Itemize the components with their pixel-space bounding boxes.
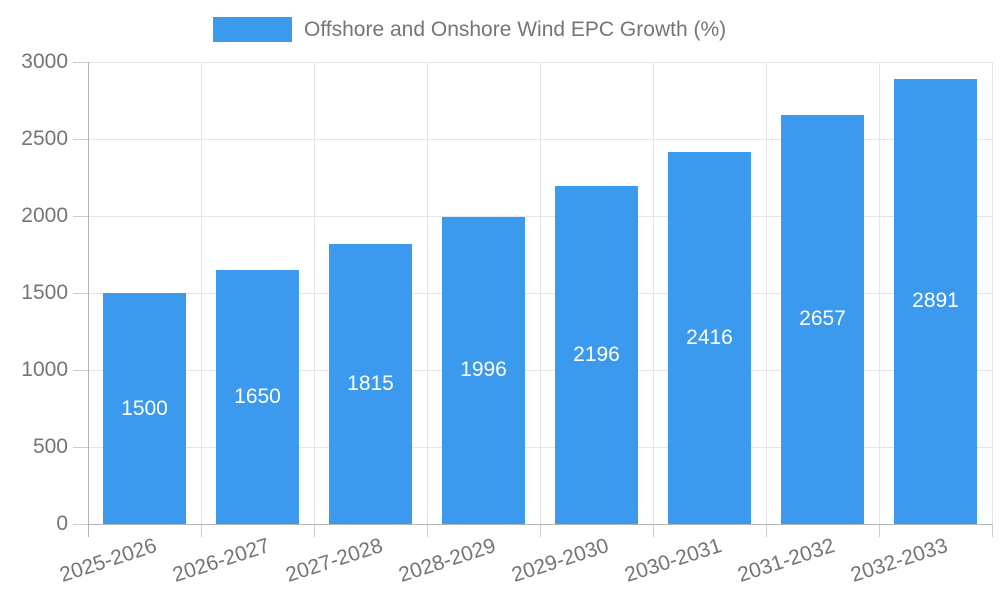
bar[interactable]: 1815 — [329, 244, 412, 524]
bar[interactable]: 1500 — [103, 293, 186, 524]
bar-value-label: 2416 — [686, 325, 733, 349]
bar-value-label: 1650 — [234, 384, 281, 408]
legend-label: Offshore and Onshore Wind EPC Growth (%) — [304, 17, 727, 41]
y-axis-label: 3000 — [21, 50, 68, 73]
x-tick — [540, 524, 541, 537]
v-gridline — [766, 62, 767, 524]
x-tick — [653, 524, 654, 537]
x-tick — [201, 524, 202, 537]
x-axis-label: 2028-2029 — [395, 534, 499, 587]
bar[interactable]: 2196 — [555, 185, 638, 524]
x-tick — [766, 524, 767, 537]
legend-swatch — [213, 17, 292, 42]
v-gridline — [427, 62, 428, 524]
bar-value-label: 2891 — [912, 289, 959, 313]
x-tick — [879, 524, 880, 537]
y-axis-line — [88, 62, 89, 537]
x-axis-label: 2027-2028 — [282, 534, 386, 587]
bar[interactable]: 2891 — [894, 78, 977, 524]
x-tick — [427, 524, 428, 537]
y-axis-label: 1000 — [21, 358, 68, 381]
y-tick — [73, 370, 88, 371]
y-axis-label: 0 — [56, 512, 68, 535]
x-axis-label: 2029-2030 — [508, 534, 612, 587]
x-axis-label: 2031-2032 — [734, 534, 838, 587]
legend[interactable]: Offshore and Onshore Wind EPC Growth (%) — [213, 17, 726, 42]
y-tick — [73, 447, 88, 448]
y-tick — [73, 293, 88, 294]
y-axis-label: 500 — [32, 435, 68, 458]
v-gridline — [992, 62, 993, 524]
x-axis-line — [88, 524, 992, 525]
v-gridline — [540, 62, 541, 524]
y-axis-label: 2000 — [21, 204, 68, 227]
v-gridline — [879, 62, 880, 524]
x-tick — [314, 524, 315, 537]
bar-value-label: 1815 — [347, 372, 394, 396]
x-axis-label: 2030-2031 — [621, 534, 725, 587]
bar[interactable]: 2416 — [668, 151, 751, 524]
x-axis-label: 2032-2033 — [847, 534, 951, 587]
x-axis-label: 2025-2026 — [56, 534, 160, 587]
x-tick — [992, 524, 993, 537]
v-gridline — [653, 62, 654, 524]
y-axis-label: 2500 — [21, 127, 68, 150]
y-tick — [73, 524, 88, 525]
y-tick — [73, 216, 88, 217]
v-gridline — [314, 62, 315, 524]
bar-value-label: 1996 — [460, 358, 507, 382]
bar-value-label: 1500 — [121, 396, 168, 420]
y-tick — [73, 139, 88, 140]
bar[interactable]: 2657 — [781, 114, 864, 524]
bar-value-label: 2657 — [799, 307, 846, 331]
bar[interactable]: 1996 — [442, 216, 525, 524]
bar-value-label: 2196 — [573, 342, 620, 366]
x-axis-label: 2026-2027 — [169, 534, 273, 587]
y-tick — [73, 62, 88, 63]
v-gridline — [201, 62, 202, 524]
bar[interactable]: 1650 — [216, 269, 299, 524]
y-axis-label: 1500 — [21, 281, 68, 304]
